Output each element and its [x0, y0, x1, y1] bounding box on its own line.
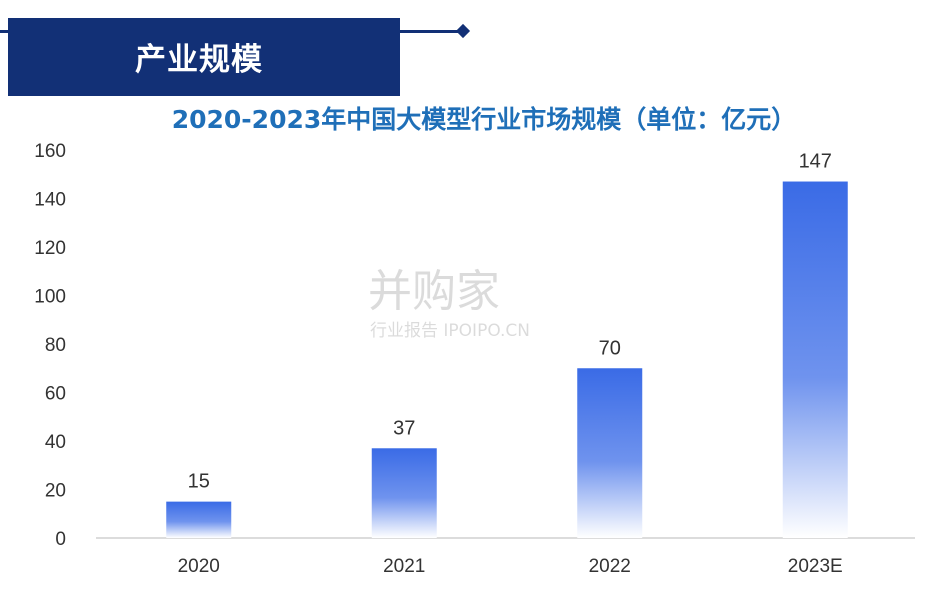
- y-tick-label: 80: [45, 335, 66, 356]
- y-tick-label: 40: [45, 432, 66, 453]
- bar-2021: [371, 448, 437, 538]
- data-label: 15: [188, 471, 210, 493]
- bar-2020: [166, 501, 232, 538]
- y-tick-label: 0: [55, 529, 66, 550]
- y-tick-label: 140: [34, 190, 66, 211]
- section-title: 产业规模: [135, 42, 263, 78]
- data-label: 37: [393, 417, 415, 439]
- data-label: 70: [599, 337, 621, 359]
- bar-2022: [577, 368, 643, 538]
- y-tick-label: 100: [34, 287, 66, 308]
- header-accent-stub: [0, 30, 8, 33]
- header-band: [8, 18, 400, 96]
- x-tick-label: 2020: [178, 556, 220, 577]
- y-tick-label: 120: [34, 238, 66, 259]
- x-tick-label: 2021: [383, 556, 425, 577]
- bar-2023E: [782, 181, 848, 538]
- chart-title: 2020-2023年中国大模型行业市场规模（单位：亿元）: [171, 105, 797, 134]
- x-tick-label: 2023E: [788, 556, 843, 577]
- y-tick-label: 60: [45, 384, 66, 405]
- y-tick-label: 20: [45, 481, 66, 502]
- y-tick-label: 160: [34, 141, 66, 162]
- data-label: 147: [799, 151, 832, 173]
- header-accent-line: [400, 30, 462, 33]
- x-tick-label: 2022: [589, 556, 631, 577]
